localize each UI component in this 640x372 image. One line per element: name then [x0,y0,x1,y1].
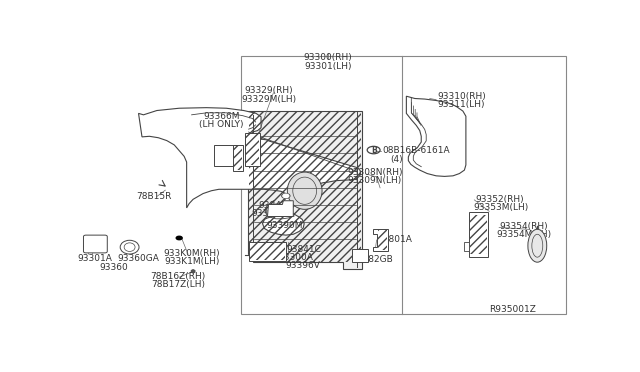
Text: 93360GA: 93360GA [118,254,159,263]
Circle shape [283,194,289,198]
Text: 93382GB: 93382GB [352,255,394,264]
Text: 93308N(RH): 93308N(RH) [348,168,403,177]
Text: 93354(RH): 93354(RH) [499,222,548,231]
Text: 93841C: 93841C [259,201,293,209]
Polygon shape [406,96,466,176]
Text: 93301A: 93301A [77,254,112,263]
Circle shape [176,236,182,240]
Text: 93353M(LH): 93353M(LH) [474,203,529,212]
Bar [249,111,361,262]
Text: 93301(LH): 93301(LH) [304,62,352,71]
Text: (LH ONLY): (LH ONLY) [199,121,244,129]
Text: 933K0M(RH): 933K0M(RH) [164,249,220,258]
Bar [465,242,469,251]
Text: 93300A: 93300A [278,253,313,262]
Text: 93354M(LH): 93354M(LH) [497,230,552,239]
Text: (4): (4) [390,155,403,164]
Polygon shape [138,108,360,235]
Bar [233,145,242,170]
Ellipse shape [120,240,139,254]
Text: 93841C: 93841C [286,245,321,254]
Bar [214,145,237,166]
Bar [470,215,487,254]
Bar [244,132,260,166]
Bar [241,56,566,314]
Text: 93311(LH): 93311(LH) [437,100,484,109]
Bar [352,249,367,262]
Text: 93329M(LH): 93329M(LH) [241,94,296,103]
Text: 78B17Z(LH): 78B17Z(LH) [151,280,205,289]
Text: 93310(RH): 93310(RH) [437,92,486,101]
Text: 93396V: 93396V [286,261,321,270]
Text: 93390M: 93390M [266,221,303,230]
Polygon shape [191,269,195,273]
Polygon shape [372,230,388,251]
Bar [233,145,243,171]
Text: 78B15R: 78B15R [136,192,171,201]
FancyBboxPatch shape [83,235,108,253]
Text: 08B16B-6161A: 08B16B-6161A [383,146,450,155]
Text: 93309N(LH): 93309N(LH) [348,176,402,185]
Bar [250,243,285,260]
Text: 93352(RH): 93352(RH) [476,195,524,204]
Ellipse shape [287,172,322,209]
Text: 93300(RH): 93300(RH) [303,53,353,62]
Text: 933K1M(LH): 933K1M(LH) [164,257,220,266]
Text: 93366M: 93366M [203,112,239,121]
Bar [469,212,488,257]
Text: 93300A: 93300A [252,209,287,218]
Text: 78B16Z(RH): 78B16Z(RH) [150,272,206,281]
Polygon shape [248,110,362,269]
Text: 93360: 93360 [99,263,128,272]
Bar [245,133,259,165]
Ellipse shape [528,229,547,262]
Polygon shape [268,201,293,217]
Bar [378,230,387,250]
Text: 93329(RH): 93329(RH) [244,86,292,95]
Text: R935001Z: R935001Z [490,305,536,314]
Circle shape [282,193,290,198]
Bar [249,242,286,261]
Text: B: B [371,145,376,154]
Text: 93801A: 93801A [378,235,412,244]
